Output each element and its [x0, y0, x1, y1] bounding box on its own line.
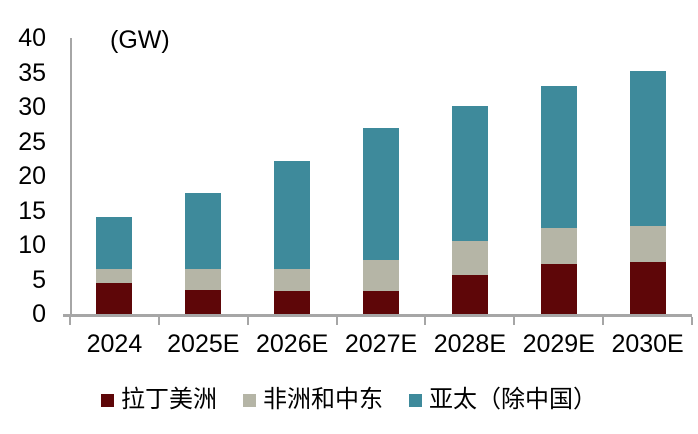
stacked-bar-2025E — [185, 193, 222, 314]
y-axis-unit-label: (GW) — [110, 26, 170, 54]
x-axis-tick — [69, 317, 71, 325]
bar-segment — [185, 193, 222, 270]
bar-column-2030E — [603, 38, 692, 314]
bar-segment — [363, 259, 399, 292]
stacked-bar-2028E — [451, 105, 488, 314]
bar-segment — [629, 70, 666, 227]
y-tick-label: 25 — [18, 127, 46, 156]
bar-segment — [96, 269, 133, 283]
legend-swatch-icon — [101, 393, 114, 407]
bar-column-2024 — [70, 38, 159, 314]
x-axis-tick — [513, 317, 516, 325]
x-tick-label-2025E: 2025E — [167, 330, 240, 358]
x-axis-tick — [157, 317, 160, 325]
stacked-bar-2026E — [274, 160, 311, 314]
bar-column-2025E — [159, 38, 248, 314]
x-axis-tick — [691, 317, 693, 325]
bar-column-2029E — [514, 38, 603, 314]
stacked-bar-2027E — [363, 127, 399, 314]
x-tick-label-2026E: 2026E — [256, 330, 329, 358]
bar-segment — [363, 127, 399, 260]
y-tick-label: 35 — [18, 58, 46, 87]
bar-segment — [629, 261, 666, 314]
bar-segment — [451, 105, 488, 241]
bar-segment — [451, 240, 488, 276]
x-tick-label-2028E: 2028E — [433, 330, 507, 358]
bar-segment — [451, 275, 488, 314]
bar-segment — [96, 282, 133, 314]
x-tick-label-2027E: 2027E — [344, 330, 418, 358]
legend-item: 亚太（除中国） — [409, 385, 597, 415]
x-axis-line — [63, 314, 692, 317]
bar-segment — [96, 217, 133, 270]
x-axis-tick — [246, 317, 249, 325]
x-axis-tick — [602, 317, 605, 325]
legend-label: 非洲和中东 — [263, 386, 383, 413]
legend-label: 亚太（除中国） — [429, 386, 597, 413]
bar-segment — [540, 85, 577, 228]
y-tick-label: 30 — [18, 93, 46, 121]
bar-segment — [540, 227, 577, 264]
legend-item: 非洲和中东 — [243, 385, 383, 415]
legend-swatch-icon — [243, 393, 256, 407]
x-axis-tick — [335, 317, 338, 325]
bar-segment — [629, 226, 666, 262]
x-tick-label-2029E: 2029E — [522, 330, 595, 358]
bar-column-2026E — [248, 38, 337, 314]
legend-item: 拉丁美洲 — [101, 385, 217, 415]
y-tick-label: 10 — [18, 231, 46, 259]
legend: 拉丁美洲 非洲和中东 亚太（除中国） — [0, 383, 698, 417]
bar-segment — [274, 269, 311, 292]
bar-segment — [185, 289, 222, 314]
bar-segment — [540, 263, 577, 314]
legend-swatch-icon — [409, 393, 422, 407]
bar-segment — [185, 269, 222, 290]
x-axis-tick — [424, 317, 427, 325]
bar-column-2028E — [425, 38, 514, 314]
x-tick-label-2024: 2024 — [86, 330, 143, 358]
y-axis-line — [70, 38, 72, 315]
bar-segment — [363, 291, 399, 314]
stacked-bar-2024 — [96, 217, 133, 314]
y-tick-label: 15 — [18, 196, 46, 225]
x-axis-tick-labels: 2024 2025E 2026E 2027E 2028E 2029E 2030E — [70, 330, 692, 358]
stacked-bar-2029E — [540, 85, 577, 314]
stacked-bar-2030E — [629, 70, 666, 314]
y-tick-label: 5 — [32, 265, 46, 294]
x-axis-ticks — [69, 317, 693, 325]
y-tick-label: 0 — [32, 300, 46, 328]
bar-segment — [274, 160, 311, 270]
x-tick-label-2030E: 2030E — [611, 330, 684, 358]
y-tick-label: 40 — [18, 24, 46, 52]
y-axis-tick-labels: 0 5 10 15 20 25 30 35 40 — [0, 24, 46, 328]
y-tick-label: 20 — [18, 162, 46, 190]
plot-area — [70, 38, 692, 314]
bar-column-2027E — [337, 38, 426, 314]
bar-segment — [274, 291, 311, 314]
legend-label: 拉丁美洲 — [121, 386, 217, 413]
